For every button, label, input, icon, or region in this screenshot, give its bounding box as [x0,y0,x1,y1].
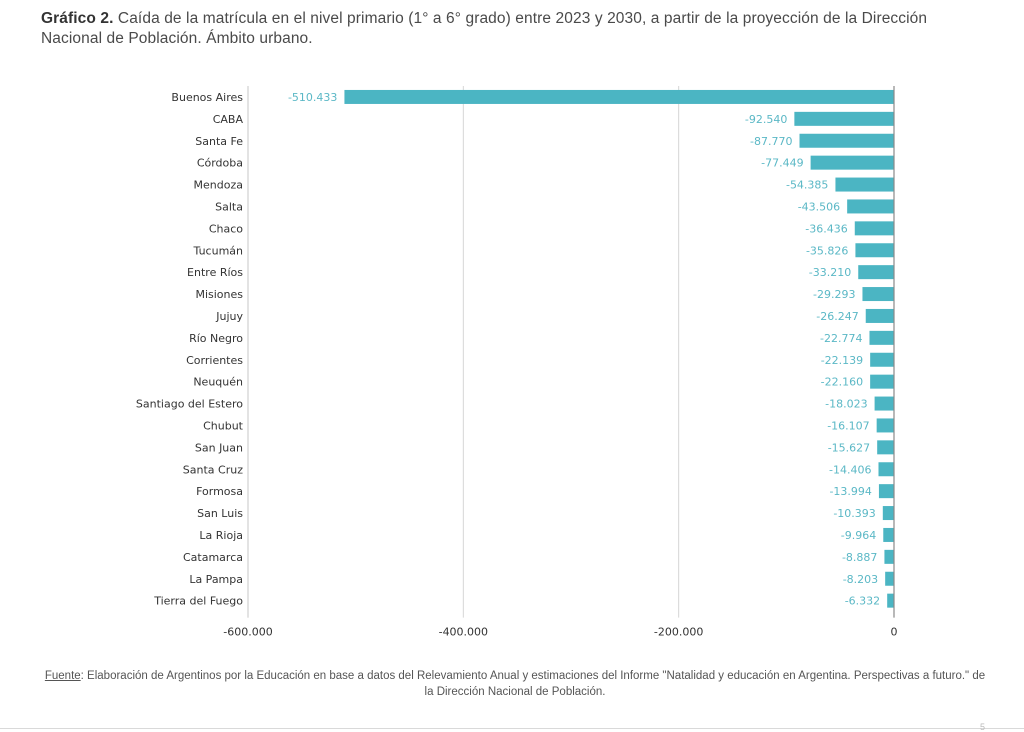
bar [876,418,894,433]
category-label: Tucumán [193,244,243,257]
value-label: -35.826 [806,244,848,257]
gridlines [247,86,680,618]
figure-title: Gráfico 2. Caída de la matrícula en el n… [41,9,981,49]
category-label: Córdoba [197,157,243,170]
axes: -600.000 -400.000 -200.000 0 [223,86,898,639]
value-label: -22.774 [820,332,862,345]
category-label: San Juan [195,441,243,454]
value-label: -14.406 [829,463,871,476]
category-label: San Luis [197,507,243,520]
bar [835,177,894,192]
bar [854,221,894,236]
value-label: -43.506 [798,200,840,213]
bars [344,89,894,608]
bar [877,440,894,455]
value-label: -9.964 [841,529,876,542]
bar [847,199,894,214]
value-label: -33.210 [809,266,851,279]
bar [858,265,894,280]
bar [878,462,894,477]
category-label: Mendoza [194,179,243,192]
bar [874,396,894,411]
category-label: La Rioja [199,529,243,542]
value-label: -15.627 [828,441,870,454]
category-label: Río Negro [189,332,243,345]
bar [883,527,894,542]
value-label: -22.160 [821,376,863,389]
value-label: -18.023 [825,398,867,411]
x-tick-label: -400.000 [439,626,488,639]
source-note: Fuente: Elaboración de Argentinos por la… [40,668,990,700]
bar [862,287,894,302]
value-label: -6.332 [845,595,880,608]
value-label: -77.449 [761,157,803,170]
bar [887,593,894,608]
bar [882,506,894,521]
bar [799,133,894,148]
figure-title-bold: Gráfico 2. [41,10,114,27]
value-label: -510.433 [288,91,337,104]
labels: Buenos Aires -510.433 CABA -92.540 Santa Fe -… [136,91,880,608]
category-label: Formosa [196,485,243,498]
category-label: Santa Fe [195,135,243,148]
category-label: Corrientes [186,354,243,367]
value-label: -29.293 [813,288,855,301]
category-label: Misiones [195,288,243,301]
value-label: -54.385 [786,179,828,192]
bar [869,330,894,345]
category-label: CABA [213,113,244,126]
page-number: 5 [980,722,986,732]
value-label: -87.770 [750,135,792,148]
figure-title-text: Caída de la matrícula en el nivel primar… [41,10,928,47]
page-divider [0,728,1024,729]
category-label: Entre Ríos [187,266,243,279]
value-label: -22.139 [821,354,863,367]
x-tick-label: 0 [891,626,898,639]
category-label: Tierra del Fuego [153,595,243,608]
value-label: -8.203 [843,573,878,586]
value-label: -10.393 [833,507,875,520]
bar [855,243,894,258]
source-text: : Elaboración de Argentinos por la Educa… [80,670,986,698]
category-label: Jujuy [215,310,243,323]
bar [885,571,894,586]
source-label: Fuente [44,670,81,682]
bar [794,111,894,126]
category-label: Neuquén [193,376,243,389]
value-label: -16.107 [827,419,869,432]
value-label: -92.540 [745,113,787,126]
x-tick-label: -200.000 [654,626,703,639]
bar [870,374,894,389]
value-label: -8.887 [842,551,877,564]
value-label: -13.994 [829,485,871,498]
bar [344,89,894,104]
bar [865,308,894,323]
category-label: Santiago del Estero [136,398,243,411]
category-label: Catamarca [183,551,243,564]
value-label: -26.247 [816,310,858,323]
category-label: Chubut [203,419,244,432]
x-tick-label: -600.000 [223,626,272,639]
bar [878,484,894,499]
value-label: -36.436 [805,222,847,235]
category-label: Salta [215,200,243,213]
bar [884,549,894,564]
category-label: Buenos Aires [171,91,243,104]
bar [870,352,894,367]
category-label: Santa Cruz [183,463,243,476]
category-label: La Pampa [189,573,243,586]
bar [810,155,894,170]
category-label: Chaco [209,222,243,235]
